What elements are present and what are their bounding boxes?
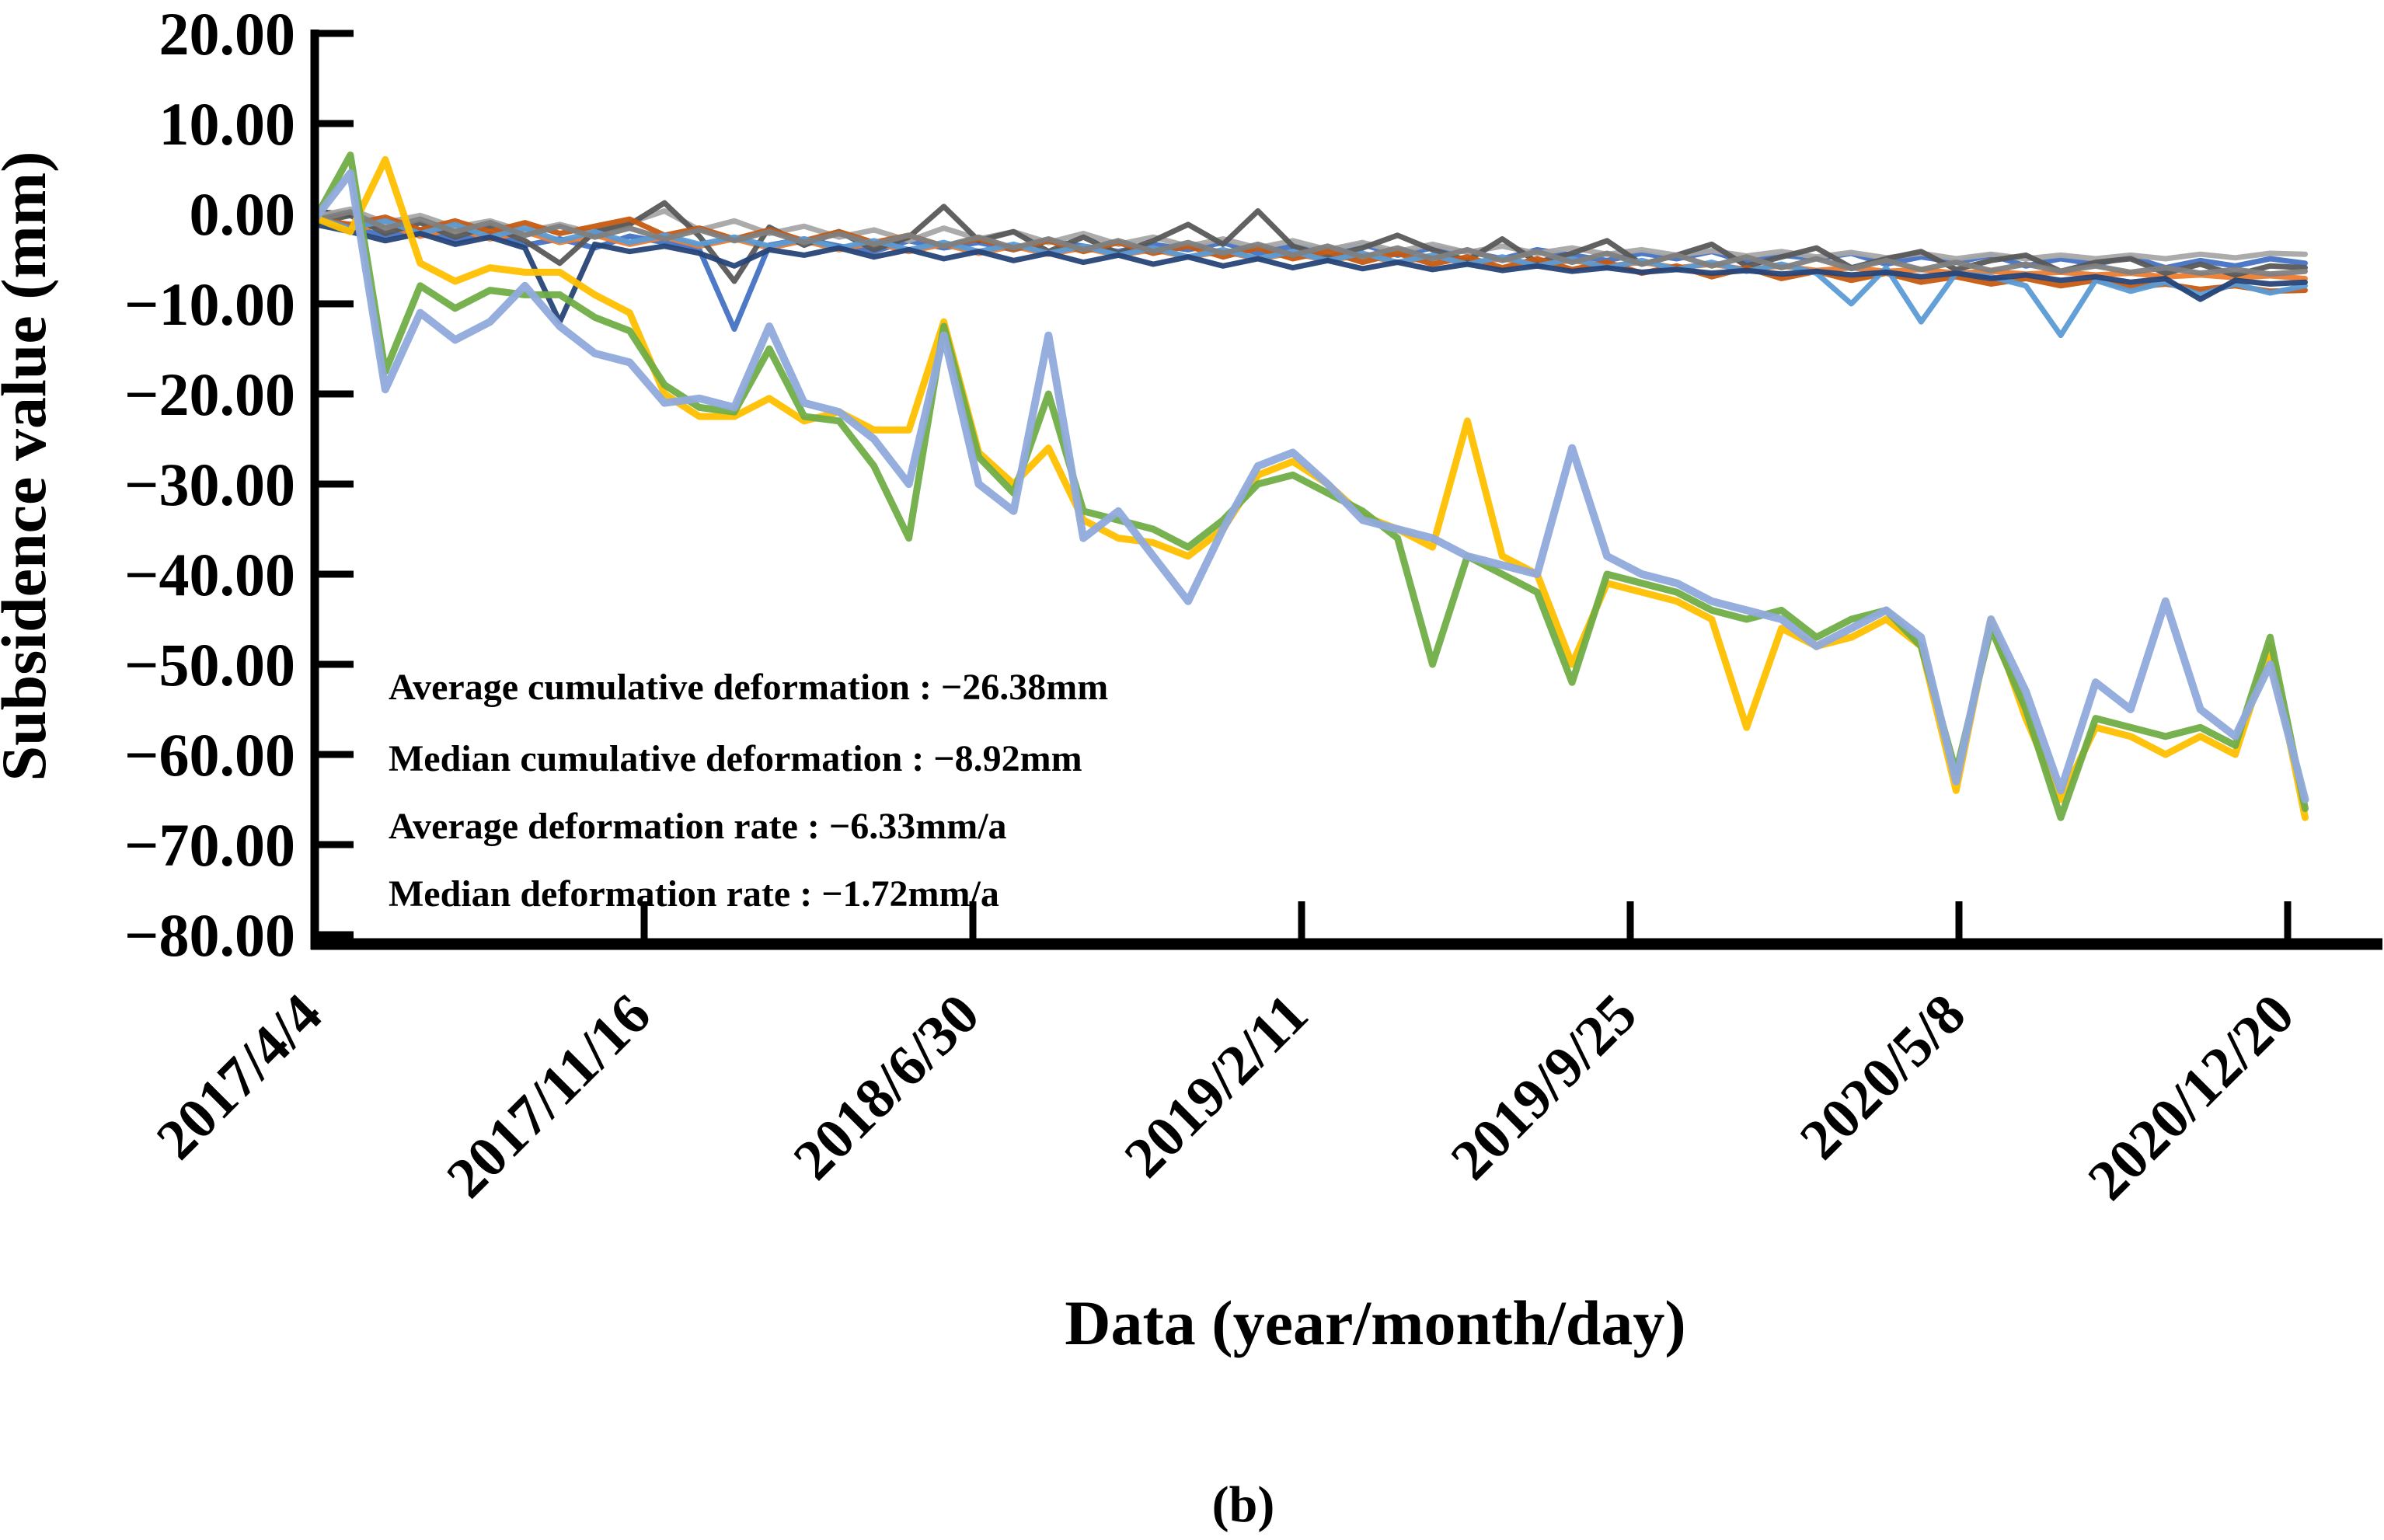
tick-layer: 20.00 10.00 0.00 −10.00 −20.00 −30.00 −40.00 −5…	[124, 0, 2306, 1212]
x-axis-title: Data (year/month/day)	[1065, 1287, 1685, 1358]
y-axis-title: Subsidence value (mm)	[0, 152, 59, 782]
y-tick-label: −40.00	[124, 541, 295, 608]
y-tick-label: 0.00	[190, 180, 296, 248]
y-tick-label: 20.00	[159, 0, 296, 68]
annotation-line-1: Average cumulative deformation : −26.38m…	[389, 667, 1108, 708]
y-tick-label: 10.00	[159, 90, 296, 158]
figure-caption: (b)	[1212, 1476, 1275, 1533]
annotation-line-3: Average deformation rate : −6.33mm/a	[389, 806, 1007, 847]
y-tick-label: −60.00	[124, 721, 295, 789]
x-tick-label: 2017/4/4	[145, 982, 334, 1172]
x-tick-label: 2018/6/30	[782, 982, 992, 1192]
y-tick-label: −50.00	[124, 631, 295, 699]
x-tick-label: 2019/2/11	[1113, 982, 1320, 1190]
x-tick-label: 2020/12/20	[2076, 982, 2306, 1212]
x-tick-label: 2020/5/8	[1788, 982, 1978, 1172]
y-tick-label: −10.00	[124, 270, 295, 338]
y-tick-label: −70.00	[124, 811, 295, 879]
series-line-point-periwinkle	[312, 169, 2309, 803]
y-tick-label: −30.00	[124, 451, 295, 518]
annotation-block: Average cumulative deformation : −26.38m…	[389, 667, 1108, 915]
x-tick-label: 2019/9/25	[1439, 982, 1649, 1192]
series-line-point-gray	[312, 209, 2308, 277]
y-tick-label: −80.00	[124, 901, 295, 969]
series-line-point-navy	[312, 221, 2308, 325]
y-tick-label: −20.00	[124, 361, 295, 428]
annotation-line-4: Median deformation rate : −1.72mm/a	[389, 873, 999, 915]
series-layer	[312, 152, 2309, 821]
annotation-line-2: Median cumulative deformation : −8.92mm	[389, 738, 1082, 779]
x-tick-label: 2017/11/16	[435, 982, 663, 1210]
